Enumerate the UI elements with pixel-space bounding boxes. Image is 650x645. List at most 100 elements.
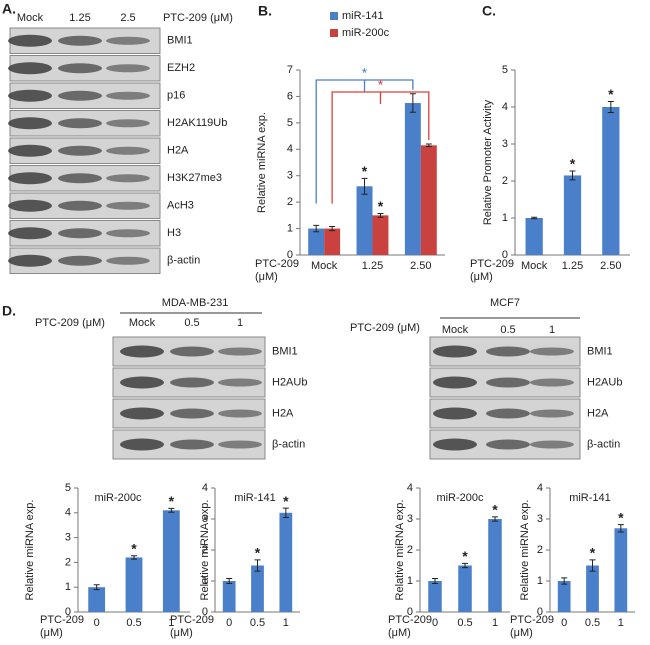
error-bar	[226, 578, 233, 584]
blot-band	[433, 438, 477, 451]
x-tick-label: 0	[226, 617, 232, 629]
legend-label: miR-141	[342, 10, 384, 22]
panel-letter: B.	[258, 3, 272, 19]
y-axis-label: Relative miRNA exp.	[519, 500, 531, 601]
bar	[525, 218, 543, 255]
blot-band	[58, 255, 102, 266]
band-label: H3K27me3	[167, 172, 222, 184]
blot-band	[530, 409, 574, 418]
blot-band	[433, 345, 477, 358]
band-label: β-actin	[587, 438, 620, 450]
y-tick-label: 4	[537, 482, 543, 494]
x-axis-label: PTC-209	[470, 258, 514, 270]
lane-label: 0.5	[184, 317, 199, 329]
blot-band	[106, 119, 150, 128]
blot-band	[58, 63, 102, 74]
band-label: BMI1	[587, 345, 613, 357]
x-tick-label: 0.5	[585, 617, 600, 629]
band-label: β-actin	[167, 255, 200, 267]
significance: *	[362, 163, 368, 179]
error-bar	[569, 170, 576, 181]
y-tick-label: 5	[65, 482, 71, 494]
y-tick-label: 5	[287, 117, 293, 129]
cell-line: MCF7	[490, 297, 520, 309]
chart-title: miR-200c	[94, 492, 142, 504]
x-axis-label: PTC-209	[388, 614, 432, 626]
blot-band	[170, 408, 214, 419]
blot-band	[486, 346, 530, 357]
error-bar	[531, 216, 538, 220]
bar	[458, 565, 472, 612]
x-tick-label: 0.5	[250, 617, 265, 629]
x-axis-label: PTC-209	[510, 614, 554, 626]
y-tick-label: 5	[502, 64, 508, 76]
x-tick-label: 1.25	[562, 260, 583, 272]
band-label: BMI1	[272, 345, 298, 357]
blot-band	[120, 345, 164, 358]
y-tick-label: 2	[202, 544, 208, 556]
y-tick-label: 4	[407, 482, 413, 494]
y-tick-label: 6	[287, 90, 293, 102]
error-bar	[377, 213, 384, 218]
y-tick-label: 1	[502, 212, 508, 224]
blot-band	[106, 36, 150, 45]
error-bar	[617, 524, 624, 533]
treatment-label: PTC-209 (μM)	[350, 322, 420, 334]
blot-band	[58, 228, 102, 239]
x-tick-label: 1	[618, 617, 624, 629]
bar	[563, 175, 582, 255]
blot-band	[58, 35, 102, 46]
blot-band	[8, 254, 52, 267]
blot-band	[433, 376, 477, 389]
band-label: H3	[167, 227, 181, 239]
band-label: H2AUb	[272, 376, 307, 388]
bar	[279, 512, 293, 612]
blot-band	[8, 117, 52, 130]
y-tick-label: 0	[287, 249, 293, 261]
y-tick-label: 0	[502, 249, 508, 261]
blot-band	[120, 376, 164, 389]
bracket-label: *	[378, 77, 384, 93]
band-label: p16	[167, 90, 185, 102]
band-label: H2A	[272, 407, 294, 419]
blot-band	[106, 174, 150, 183]
bar	[88, 587, 106, 612]
blot-band	[120, 407, 164, 420]
error-bar	[425, 143, 432, 148]
error-bar	[361, 177, 368, 195]
y-axis-label: Relative miRNA exp.	[24, 500, 36, 601]
bar	[372, 215, 389, 255]
band-label: β-actin	[272, 438, 305, 450]
band-label: H2AK119Ub	[167, 117, 227, 129]
error-bar	[409, 93, 416, 113]
y-tick-label: 4	[287, 143, 293, 155]
lane-label: Mock	[17, 12, 44, 24]
blot-band	[8, 62, 52, 75]
blot-band	[106, 256, 150, 265]
blot-band	[170, 346, 214, 357]
y-tick-label: 1	[537, 575, 543, 587]
significance: *	[618, 509, 624, 525]
y-axis-label: Relative miRNA exp.	[256, 112, 268, 213]
blot-band	[8, 89, 52, 102]
panel-letter: A.	[2, 1, 16, 17]
blot-band	[8, 144, 52, 157]
bar	[162, 510, 180, 612]
band-label: EZH2	[167, 62, 195, 74]
blot-band	[8, 199, 52, 212]
x-tick-label: 0.5	[126, 617, 141, 629]
y-tick-label: 0	[202, 606, 208, 618]
x-tick-label: 0	[94, 617, 100, 629]
blot-band	[58, 118, 102, 129]
bar	[404, 103, 421, 256]
y-tick-label: 2	[287, 196, 293, 208]
treatment-label: PTC-209 (μM)	[35, 317, 105, 329]
bracket	[331, 91, 430, 204]
blot-band	[58, 145, 102, 156]
blot-band	[58, 173, 102, 184]
x-axis-label: (μM)	[170, 627, 193, 639]
error-bar	[254, 559, 261, 572]
y-tick-label: 7	[287, 64, 293, 76]
x-tick-label: 2.50	[600, 260, 621, 272]
